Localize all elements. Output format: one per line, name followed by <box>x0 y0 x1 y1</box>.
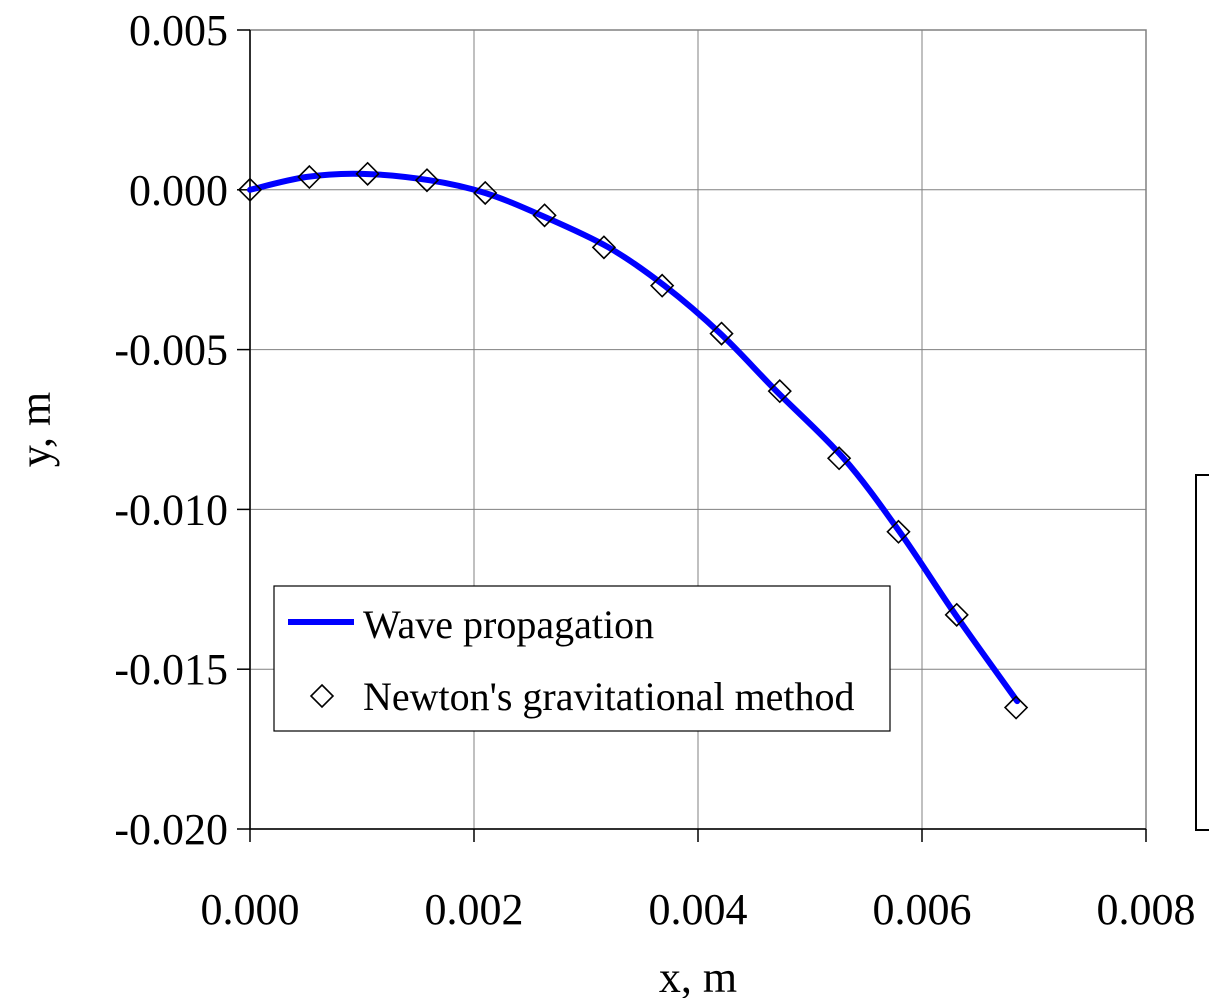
axes: 0.005 0.000 -0.005 -0.010 -0.015 -0.020 0.000 0… <box>114 6 1195 934</box>
x-tick-label: 0.000 <box>201 885 300 934</box>
x-tick-label: 0.008 <box>1097 885 1196 934</box>
newton-data-point <box>532 203 557 228</box>
x-axis-label: x, m <box>659 953 737 998</box>
newton-data-point <box>1003 695 1029 720</box>
x-tick-label: 0.002 <box>425 885 524 934</box>
y-axis-label: y, m <box>11 392 60 467</box>
newton-data-point <box>414 168 440 193</box>
y-tick-label: 0.000 <box>129 166 228 215</box>
newton-data-point <box>355 161 380 186</box>
newton-data-point <box>826 446 852 471</box>
newton-data-point <box>944 602 969 627</box>
newton-data-point <box>297 164 322 190</box>
y-tick-label: -0.015 <box>114 645 228 694</box>
series <box>237 161 1029 720</box>
legend-label-wave-propagation: Wave propagation <box>363 602 654 647</box>
x-tick-label: 0.004 <box>649 885 748 934</box>
legend-box <box>273 585 891 732</box>
legend-diamond-swatch <box>309 683 335 709</box>
y-tick-label: -0.010 <box>114 485 228 534</box>
newton-data-point <box>886 519 911 544</box>
y-tick-label: -0.020 <box>114 805 228 854</box>
newton-data-point <box>591 235 617 260</box>
y-tick-label: -0.005 <box>114 326 228 375</box>
legend-label-newton: Newton's gravitational method <box>363 674 855 719</box>
legend: Wave propagation Newton's gravitational m… <box>273 585 891 732</box>
newton-data-point <box>237 177 263 202</box>
newton-data-point <box>709 321 734 346</box>
newton-data-point <box>473 180 498 206</box>
y-tick-label: 0.005 <box>129 6 228 55</box>
x-tick-label: 0.006 <box>873 885 972 934</box>
newton-data-point <box>650 273 675 298</box>
cropped-adjacent-panel <box>1195 474 1209 831</box>
newton-data-point <box>767 379 792 404</box>
